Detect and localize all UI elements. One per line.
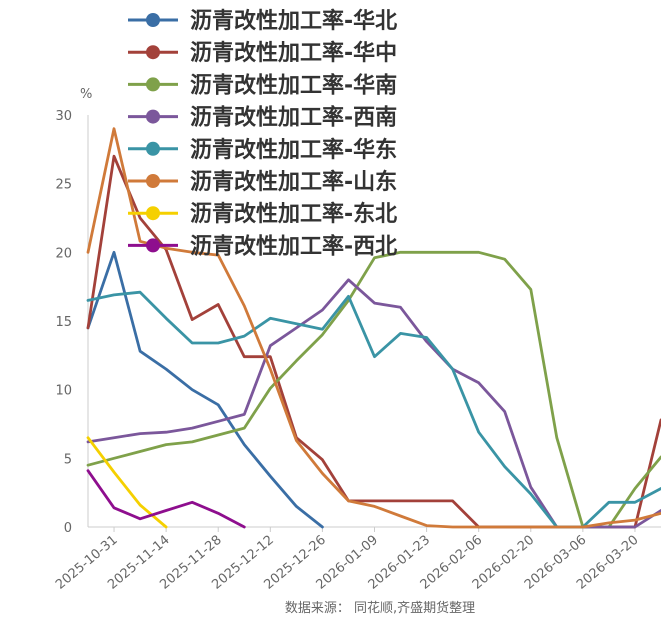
y-tick-label: 10 [55,384,72,399]
legend-swatch-marker [146,206,160,221]
legend-label: 沥青改性加工率-华北 [190,8,397,34]
legend-swatch-marker [146,109,160,124]
legend-label: 沥青改性加工率-华中 [190,40,397,66]
series-line-8 [86,469,246,529]
y-tick-label: 30 [55,109,72,124]
series-layer [86,127,661,529]
series-line-4 [86,278,661,529]
legend-label: 沥青改性加工率-西北 [190,233,397,259]
legend: 沥青改性加工率-华北沥青改性加工率-华中沥青改性加工率-华南沥青改性加工率-西南… [128,8,397,259]
series-line-1 [86,250,324,529]
y-tick-label: 15 [55,315,72,330]
legend-label: 沥青改性加工率-华南 [190,72,397,98]
legend-swatch-marker [146,141,160,156]
y-tick-label: 25 [55,178,72,193]
legend-swatch-marker [146,45,160,60]
legend-swatch-marker [146,238,160,253]
series-line-5 [86,290,661,529]
series-line-3 [86,250,661,529]
y-tick-label: 5 [64,452,72,467]
legend-swatch-marker [146,77,160,92]
source-note: 数据来源： 同花顺,齐盛期货整理 [285,600,475,616]
legend-label: 沥青改性加工率-东北 [190,201,397,227]
y-axis-unit-label: % [80,87,92,102]
legend-label: 沥青改性加工率-华东 [190,137,397,163]
legend-label: 沥青改性加工率-西南 [190,105,397,131]
legend-swatch-marker [146,174,160,188]
y-tick-label: 20 [55,246,72,261]
legend-label: 沥青改性加工率-山东 [190,169,397,195]
legend-swatch-marker [146,13,160,27]
series-line-6 [86,127,661,529]
y-tick-label: 0 [64,521,72,536]
